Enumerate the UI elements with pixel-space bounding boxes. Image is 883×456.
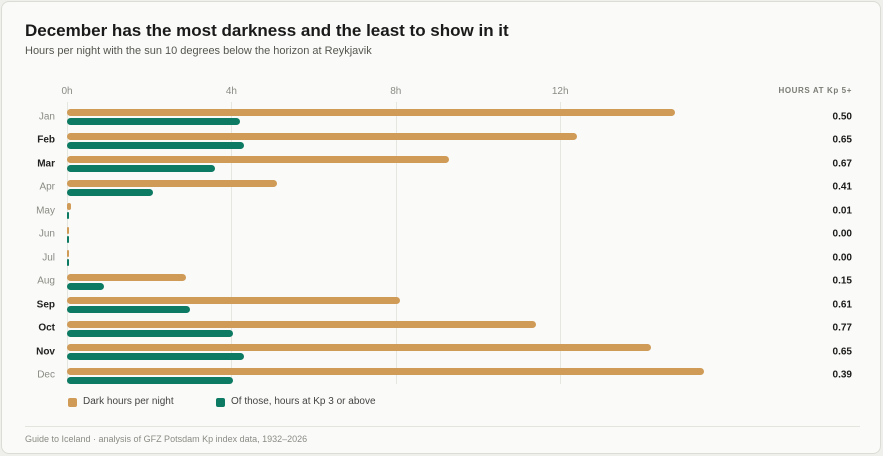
bar-dark-hours-jul xyxy=(67,250,70,257)
bar-kp3-hours-jan xyxy=(67,118,240,125)
kp5-value-may: 0.01 xyxy=(832,205,852,216)
kp5-value-oct: 0.77 xyxy=(832,322,852,334)
legend-label-dark-hours: Dark hours per night xyxy=(83,396,174,407)
bar-dark-hours-jun xyxy=(67,226,70,234)
legend-swatch-dark-hours xyxy=(68,398,77,407)
month-label-may: May xyxy=(36,205,55,216)
kp5-value-dec: 0.39 xyxy=(832,369,852,381)
bar-kp3-hours-sep xyxy=(67,306,191,313)
legend-swatch-kp3-hours xyxy=(216,398,225,407)
kp5-value-apr: 0.41 xyxy=(832,181,852,193)
bar-dark-hours-apr xyxy=(67,179,277,187)
bar-dark-hours-oct xyxy=(67,320,536,328)
month-label-apr: Apr xyxy=(39,181,55,193)
bar-dark-hours-aug xyxy=(67,273,187,281)
chart-subtitle: Hours per night with the sun 10 degrees … xyxy=(25,45,372,57)
bar-kp3-hours-dec xyxy=(67,376,234,384)
bar-kp3-hours-nov xyxy=(67,353,244,360)
kp5-value-feb: 0.65 xyxy=(832,134,852,146)
footer-source: Guide to Iceland · analysis of GFZ Potsd… xyxy=(25,434,308,444)
kp5-value-sep: 0.61 xyxy=(832,299,852,310)
bar-dark-hours-mar xyxy=(67,156,450,163)
month-label-jan: Jan xyxy=(38,111,55,122)
month-label-sep: Sep xyxy=(36,299,55,310)
month-label-mar: Mar xyxy=(37,158,55,169)
gridline-3 xyxy=(560,102,562,384)
gridline-1 xyxy=(231,102,233,384)
bar-dark-hours-jan xyxy=(67,109,676,116)
kp5-value-nov: 0.65 xyxy=(832,346,852,357)
x-tick-label: 12h xyxy=(551,86,569,97)
kp5-column-header: HOURS AT Kp 5+ xyxy=(778,86,852,95)
month-label-jun: Jun xyxy=(38,228,55,240)
kp5-value-jul: 0.00 xyxy=(832,252,852,263)
bar-dark-hours-may xyxy=(67,203,72,210)
bar-kp3-hours-apr xyxy=(67,188,154,196)
gridline-0 xyxy=(67,102,68,384)
bar-kp3-hours-mar xyxy=(67,165,215,172)
bar-dark-hours-feb xyxy=(67,132,577,140)
bar-dark-hours-sep xyxy=(67,297,400,304)
x-tick-label: 4h xyxy=(225,86,237,97)
legend-label-kp3-hours: Of those, hours at Kp 3 or above xyxy=(231,396,376,407)
month-label-aug: Aug xyxy=(37,275,55,287)
kp5-value-mar: 0.67 xyxy=(832,158,852,169)
bar-kp3-hours-jul xyxy=(67,259,69,266)
bar-kp3-hours-feb xyxy=(67,141,244,149)
footer-divider xyxy=(25,426,860,427)
month-label-dec: Dec xyxy=(37,369,55,381)
gridline-2 xyxy=(395,102,397,384)
kp5-value-jan: 0.50 xyxy=(832,111,852,122)
month-label-nov: Nov xyxy=(36,346,55,357)
x-tick-label: 8h xyxy=(390,86,402,97)
kp5-value-jun: 0.00 xyxy=(832,228,852,240)
bar-dark-hours-nov xyxy=(67,344,651,351)
x-tick-label: 0h xyxy=(61,86,73,97)
month-label-feb: Feb xyxy=(37,134,55,146)
month-label-jul: Jul xyxy=(42,252,55,263)
month-label-oct: Oct xyxy=(38,322,55,334)
bar-kp3-hours-jun xyxy=(67,235,69,243)
bar-kp3-hours-oct xyxy=(67,329,234,337)
bar-dark-hours-dec xyxy=(67,367,705,375)
chart-title: December has the most darkness and the l… xyxy=(25,21,509,40)
bar-kp3-hours-may xyxy=(67,212,70,219)
kp5-value-aug: 0.15 xyxy=(832,275,852,287)
bar-kp3-hours-aug xyxy=(67,282,104,290)
